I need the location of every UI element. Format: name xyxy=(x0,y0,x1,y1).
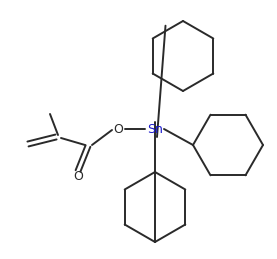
Text: O: O xyxy=(113,123,123,135)
Text: O: O xyxy=(73,169,83,183)
Text: Sn: Sn xyxy=(147,123,163,135)
